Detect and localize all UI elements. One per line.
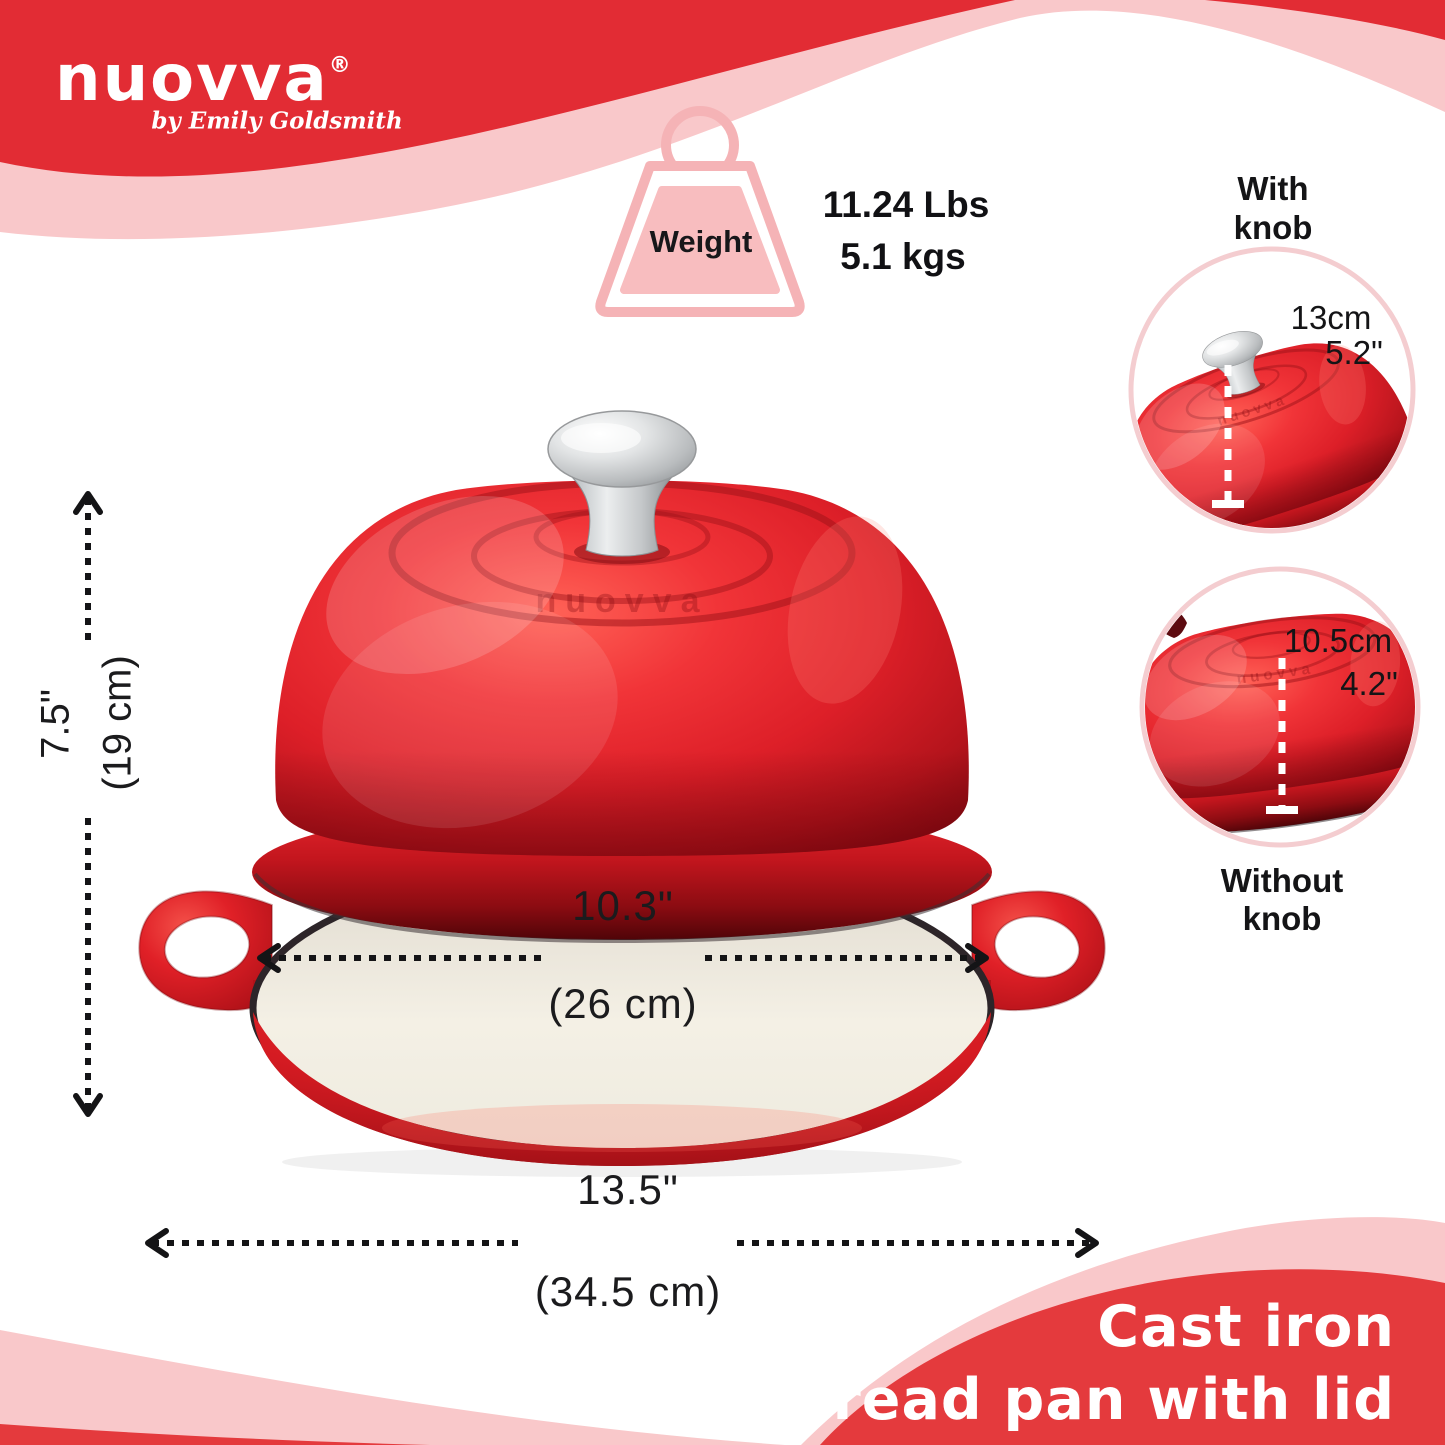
brand-byline: by Emily Goldsmith <box>151 107 403 135</box>
brand-logo: nuovva® <box>55 42 353 116</box>
diameter-inches-label: 10.3" <box>572 882 674 929</box>
inset-1-metric-value: 13cm <box>1290 299 1372 336</box>
inset-1-label-line1: With <box>1237 170 1309 207</box>
weight-kilograms: 5.1 kgs <box>840 236 966 277</box>
inset-2-metric-value: 10.5cm <box>1283 622 1393 659</box>
inset-2-label-line2: knob <box>1242 900 1322 937</box>
pan-right-handle <box>971 890 1106 1012</box>
diameter-arrow-right <box>965 943 989 973</box>
height-arrow-down <box>73 1093 103 1117</box>
pan-front-highlight <box>382 1104 862 1152</box>
caption-line1: Cast iron <box>1097 1294 1395 1360</box>
inset-without-knob <box>1139 566 1421 848</box>
weight-pounds: 11.24 Lbs <box>822 184 990 225</box>
diameter-cm-label: (26 cm) <box>548 980 698 1027</box>
top-left-red-wave <box>0 0 1015 177</box>
inset-1-imperial-value: 5.2" <box>1325 334 1383 371</box>
bottom-right-red-wave <box>820 1269 1445 1445</box>
bread-pan <box>138 860 1106 1177</box>
weight-icon-label: Weight <box>649 224 753 259</box>
height-cm-label: (19 cm) <box>95 655 140 791</box>
weight-icon <box>595 106 805 317</box>
diameter-measure <box>257 943 989 973</box>
height-measure <box>73 491 103 1117</box>
registered-mark: ® <box>328 53 353 78</box>
height-inches-label: 7.5" <box>33 689 78 759</box>
width-cm-label: (34.5 cm) <box>534 1268 722 1315</box>
inset-2-imperial-value: 4.2" <box>1340 665 1398 702</box>
diameter-arrow-left <box>257 943 281 973</box>
inset-with-knob <box>1128 246 1416 534</box>
bottom-left-red-wave <box>0 1424 430 1445</box>
width-measure <box>145 1228 1099 1258</box>
width-arrow-left <box>145 1228 169 1258</box>
caption-line2: bread pan with lid <box>790 1367 1395 1433</box>
width-inches-label: 13.5" <box>577 1166 679 1213</box>
weight-icon-inner <box>620 186 780 294</box>
brand-wordmark: nuovva <box>55 42 329 116</box>
width-arrow-right <box>1075 1228 1099 1258</box>
inset-1-label-line2: knob <box>1233 209 1313 246</box>
inset-2-label-line1: Without <box>1220 862 1344 899</box>
bread-pan-lid <box>252 410 992 941</box>
height-arrow-up <box>73 491 103 515</box>
top-right-red-wave <box>1205 0 1445 40</box>
pan-left-handle <box>138 890 273 1012</box>
